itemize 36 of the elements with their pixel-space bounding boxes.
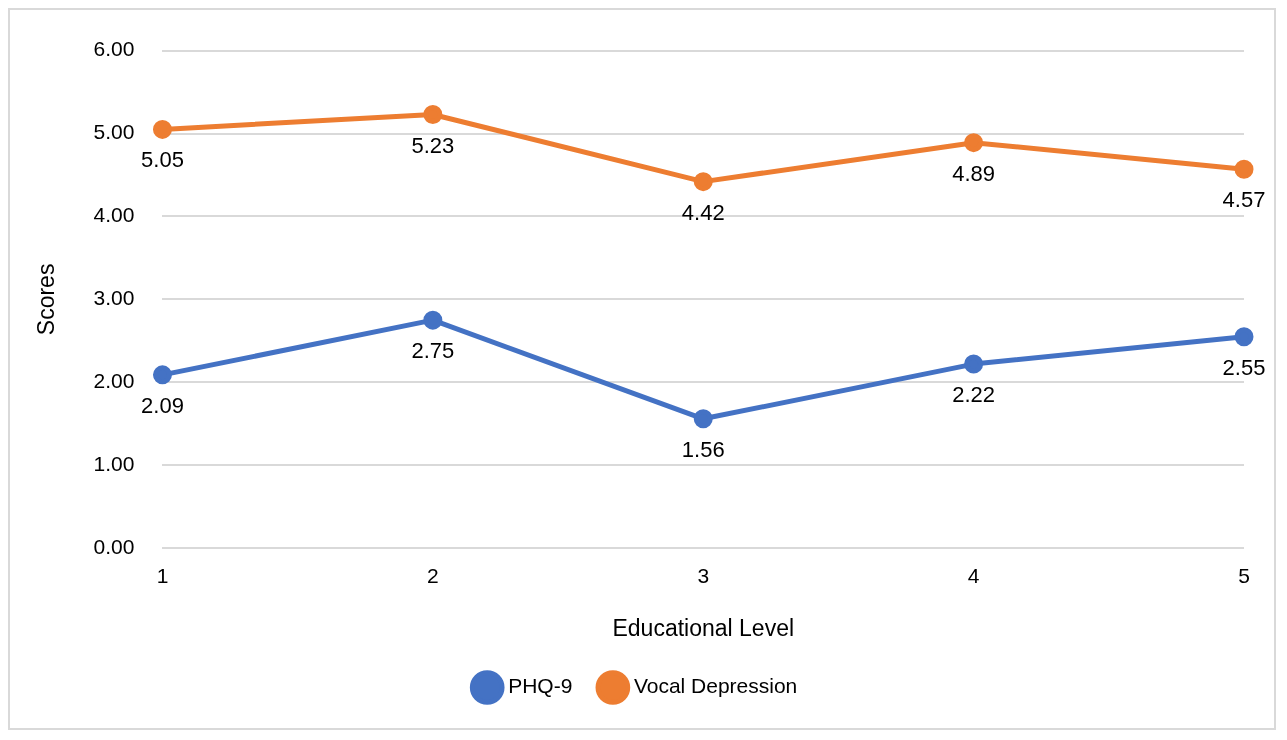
x-tick-label: 3 bbox=[697, 563, 710, 587]
data-label: 2.55 bbox=[1222, 354, 1266, 380]
point bbox=[1234, 327, 1254, 347]
point bbox=[152, 119, 172, 139]
data-label: 5.05 bbox=[141, 147, 184, 173]
x-tick-label: 4 bbox=[967, 563, 980, 587]
x-axis-title: Educational Level bbox=[612, 614, 795, 641]
data-label: 4.89 bbox=[952, 160, 996, 186]
point bbox=[152, 365, 172, 385]
y-tick-label: 3.00 bbox=[93, 286, 135, 310]
x-tick-label: 1 bbox=[156, 563, 169, 587]
y-axis-title: Scores bbox=[33, 263, 60, 336]
point bbox=[693, 172, 713, 192]
data-label: 1.56 bbox=[681, 436, 725, 462]
point bbox=[423, 310, 443, 330]
point bbox=[423, 104, 443, 124]
data-label: 2.22 bbox=[952, 382, 996, 408]
legend-label: PHQ-9 bbox=[508, 674, 573, 698]
point bbox=[964, 133, 984, 153]
legend-label: Vocal Depression bbox=[633, 674, 798, 698]
x-tick-label: 5 bbox=[1238, 563, 1250, 587]
y-tick-label: 1.00 bbox=[93, 452, 135, 476]
point bbox=[1234, 159, 1254, 179]
x-tick-label: 2 bbox=[427, 563, 439, 587]
data-label: 5.23 bbox=[411, 132, 455, 158]
y-tick-label: 4.00 bbox=[93, 203, 135, 227]
data-label: 2.09 bbox=[141, 392, 184, 418]
data-label: 2.75 bbox=[411, 338, 455, 364]
y-tick-label: 0.00 bbox=[93, 535, 135, 558]
y-tick-label: 5.00 bbox=[93, 120, 135, 144]
data-label: 4.57 bbox=[1222, 187, 1266, 213]
data-label: 4.42 bbox=[681, 199, 725, 225]
point bbox=[964, 354, 984, 374]
y-tick-label: 6.00 bbox=[93, 37, 135, 61]
y-tick-label: 2.00 bbox=[93, 369, 135, 393]
point bbox=[693, 409, 713, 429]
